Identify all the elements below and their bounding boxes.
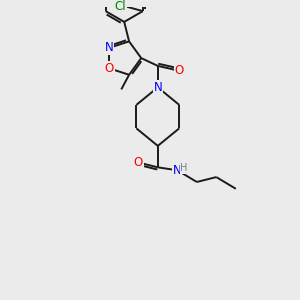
Text: H: H — [181, 163, 188, 173]
Text: Cl: Cl — [115, 0, 126, 13]
Text: O: O — [175, 64, 184, 77]
Text: N: N — [173, 164, 182, 177]
Text: N: N — [153, 81, 162, 94]
Text: O: O — [134, 156, 143, 169]
Text: O: O — [105, 62, 114, 75]
Text: N: N — [105, 41, 114, 54]
